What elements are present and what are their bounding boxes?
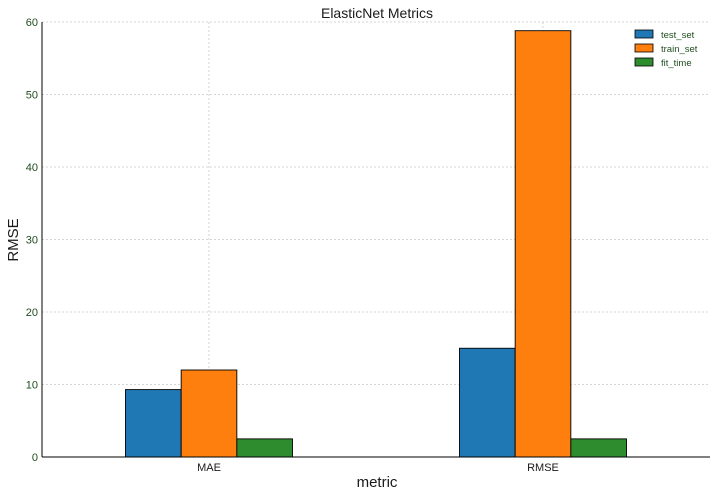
bar-layer <box>125 30 627 458</box>
y-axis-title: RMSE <box>5 218 22 261</box>
y-tick-label: 60 <box>26 17 38 29</box>
y-tick-label: 20 <box>26 307 38 319</box>
axis-layer <box>41 22 710 458</box>
y-tick-label: 30 <box>26 235 38 247</box>
y-tick-label: 40 <box>26 162 38 174</box>
chart-title: ElasticNet Metrics <box>321 5 433 21</box>
y-tick-label: 0 <box>32 452 38 464</box>
legend-swatch-fit_time <box>634 57 654 67</box>
bar-test_set-MAE <box>125 389 182 458</box>
legend-label-test_set: test_set <box>661 30 695 41</box>
legend-swatch-train_set <box>634 43 654 53</box>
bar-fit_time-RMSE <box>570 438 627 458</box>
x-tick-label: MAE <box>197 462 221 474</box>
legend-swatch-test_set <box>634 29 654 39</box>
legend-label-fit_time: fit_time <box>661 58 692 69</box>
legend: test_set train_set fit_time <box>634 29 698 69</box>
bar-train_set-MAE <box>180 369 238 458</box>
x-tick-label: RMSE <box>527 462 559 474</box>
bar-fit_time-MAE <box>236 438 293 458</box>
y-tick-label: 50 <box>26 90 38 102</box>
bar-test_set-RMSE <box>459 347 516 458</box>
tick-layer: 0 10 20 30 40 50 60 MAE RMSE <box>26 17 559 474</box>
y-tick-label: 10 <box>26 380 38 392</box>
bar-train_set-RMSE <box>514 30 572 458</box>
x-axis-title: metric <box>357 474 398 491</box>
legend-label-train_set: train_set <box>661 44 698 55</box>
